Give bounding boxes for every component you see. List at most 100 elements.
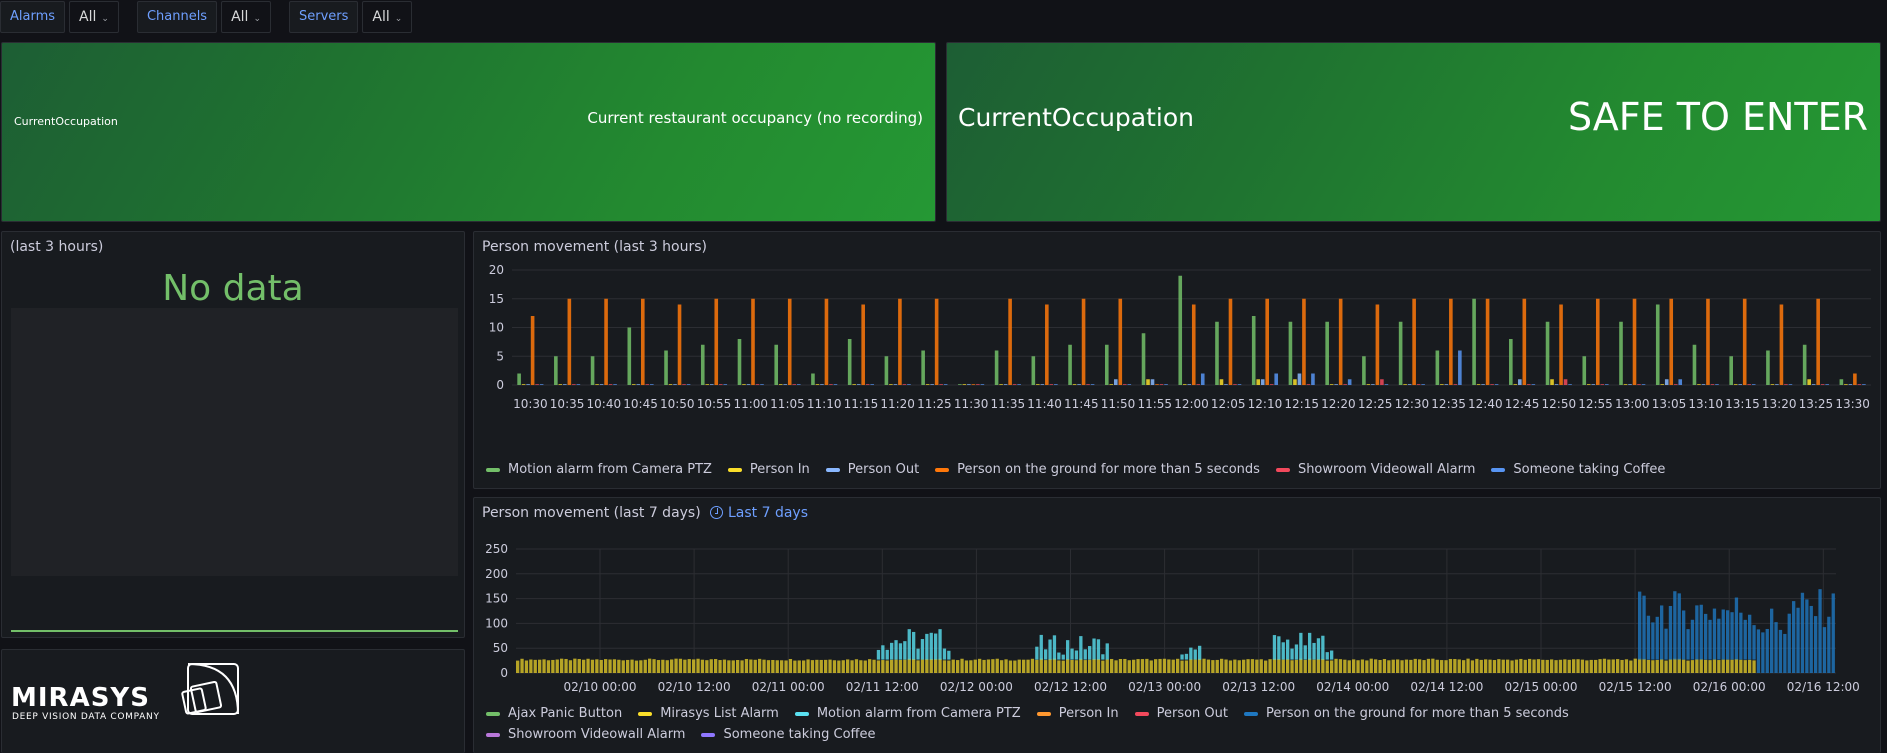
bar [582,659,586,673]
bar [1387,660,1391,673]
bar [925,659,929,673]
bar [934,633,938,660]
bar [1079,658,1083,673]
bar [1026,659,1030,673]
bar [1086,384,1090,385]
bar [1668,659,1673,673]
legend-item[interactable]: Ajax Panic Button [486,703,622,724]
bar [1369,658,1373,673]
var-channels-select[interactable]: All ⌄ [221,1,271,33]
bar [793,660,797,673]
bar [1589,659,1593,673]
logo-tagline: DEEP VISION DATA COMPANY [12,712,160,722]
bar [994,350,999,385]
bar [929,659,933,673]
bar [847,339,852,385]
legend-item[interactable]: Showroom Videowall Alarm [1275,459,1475,480]
bar [1668,605,1673,660]
bar [1787,613,1791,673]
legend-item[interactable]: Someone taking Coffee [1491,459,1665,480]
bar [1178,275,1183,385]
legend-swatch [486,467,500,472]
bar [1146,379,1150,385]
bar [567,298,572,385]
legend-item[interactable]: Motion alarm from Camera PTZ [794,703,1021,724]
legend-item[interactable]: Person In [1036,703,1119,724]
bar [516,660,520,673]
legend-item[interactable]: Mirasys List Alarm [638,703,779,724]
var-servers-label: Servers [289,1,359,33]
bar [1664,628,1668,660]
bar [577,658,581,673]
bar [758,658,762,673]
bar [1193,659,1197,673]
bar [539,384,544,385]
bar [943,384,948,385]
bar [650,384,654,385]
bar [1039,634,1043,660]
bar [1057,660,1061,673]
panel-title: Person movement (last 7 days) [482,505,701,521]
legend-item[interactable]: Someone taking Coffee [701,724,875,745]
bar [1109,384,1114,385]
legend-item[interactable]: Person Out [1134,703,1228,724]
bar [1105,643,1109,660]
bar [1044,660,1048,673]
bar [1022,659,1026,673]
x-tick-label: 11:25 [917,397,952,411]
y-tick-label: 150 [485,592,508,606]
legend-item[interactable]: Person on the ground for more than 5 sec… [935,459,1260,480]
bar [1343,384,1347,385]
legend-item[interactable]: Person In [727,459,810,480]
bar [1308,632,1312,660]
bar [1770,384,1775,385]
bar [1008,660,1013,673]
bar [1820,384,1825,385]
bar [1081,298,1086,385]
bar [1162,658,1167,673]
bar [1844,384,1848,385]
bar [1660,659,1664,673]
bar [1343,659,1347,673]
bar [1816,298,1820,385]
bar [1255,659,1259,673]
legend-label: Person on the ground for more than 5 sec… [1266,706,1569,721]
bar [1775,384,1779,385]
y-tick-label: 250 [485,542,508,556]
bar [1739,612,1743,660]
bar [740,660,744,673]
bar [1527,384,1531,385]
legend-item[interactable]: Person on the ground for more than 5 sec… [1244,703,1569,724]
bar [1673,591,1677,660]
bar [934,298,939,385]
stat-name: CurrentOccupation [14,115,118,128]
legend-item[interactable]: Motion alarm from Camera PTZ [486,459,712,480]
bar [1721,609,1725,660]
bar [1413,658,1417,673]
bar [1159,384,1164,385]
bar [1308,658,1312,673]
bar [1633,658,1637,673]
bar [1286,659,1290,673]
legend-item[interactable]: Person Out [825,459,920,480]
bar [1730,659,1734,673]
var-alarms-select[interactable]: All ⌄ [69,1,119,33]
bar [797,660,801,673]
bar [1088,659,1092,673]
bar [870,384,874,385]
bar [890,659,894,673]
bar [760,384,764,385]
legend-swatch [1134,711,1149,716]
sparkline-area [11,308,458,576]
legend-item[interactable]: Showroom Videowall Alarm [486,724,685,745]
x-tick-label: 12:50 [1542,397,1577,411]
bar [727,660,731,673]
bar [1036,384,1040,385]
bar [1127,384,1132,385]
time-range-link[interactable]: Last 7 days [710,505,808,521]
bar [608,659,612,673]
bar [1003,384,1008,385]
legend-label: Person Out [847,462,920,477]
bar [1250,659,1255,673]
var-servers-select[interactable]: All ⌄ [362,1,413,33]
